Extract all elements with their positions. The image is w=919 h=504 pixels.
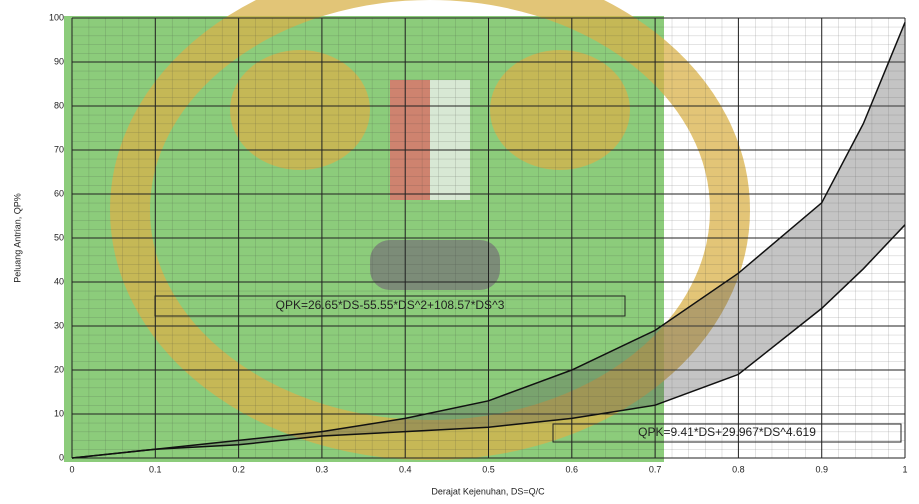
x-tick-label: 0.5 <box>482 464 495 474</box>
x-tick-label: 0 <box>69 464 74 474</box>
y-tick-label: 30 <box>54 320 64 330</box>
x-axis-label: Derajat Kejenuhan, DS=Q/C <box>431 486 545 496</box>
y-tick-label: 20 <box>54 364 64 374</box>
x-tick-label: 0.3 <box>316 464 329 474</box>
x-tick-label: 0.4 <box>399 464 412 474</box>
x-tick-label: 1 <box>902 464 907 474</box>
x-tick-label: 0.8 <box>732 464 745 474</box>
y-tick-label: 80 <box>54 100 64 110</box>
formula-box <box>154 295 626 317</box>
x-tick-label: 0.2 <box>232 464 245 474</box>
band-fill <box>72 22 905 459</box>
x-tick-label: 0.6 <box>566 464 579 474</box>
y-tick-label: 40 <box>54 276 64 286</box>
x-tick-label: 0.7 <box>649 464 662 474</box>
x-tick-label: 0.1 <box>149 464 162 474</box>
curve <box>71 224 906 459</box>
y-tick-label: 0 <box>59 452 64 462</box>
y-tick-label: 10 <box>54 408 64 418</box>
formula-label: QPK=9.41*DS+29.967*DS^4.619 <box>638 425 816 439</box>
formula-label: QPK=26.65*DS-55.55*DS^2+108.57*DS^3 <box>276 298 505 312</box>
x-tick-label: 0.9 <box>815 464 828 474</box>
y-tick-label: 50 <box>54 232 64 242</box>
curve <box>71 22 906 459</box>
formula-box <box>552 423 902 443</box>
y-tick-label: 90 <box>54 56 64 66</box>
y-tick-label: 70 <box>54 144 64 154</box>
y-axis-label: Peluang Antrian, QP% <box>12 193 22 283</box>
y-tick-label: 60 <box>54 188 64 198</box>
y-tick-label: 100 <box>49 12 64 22</box>
